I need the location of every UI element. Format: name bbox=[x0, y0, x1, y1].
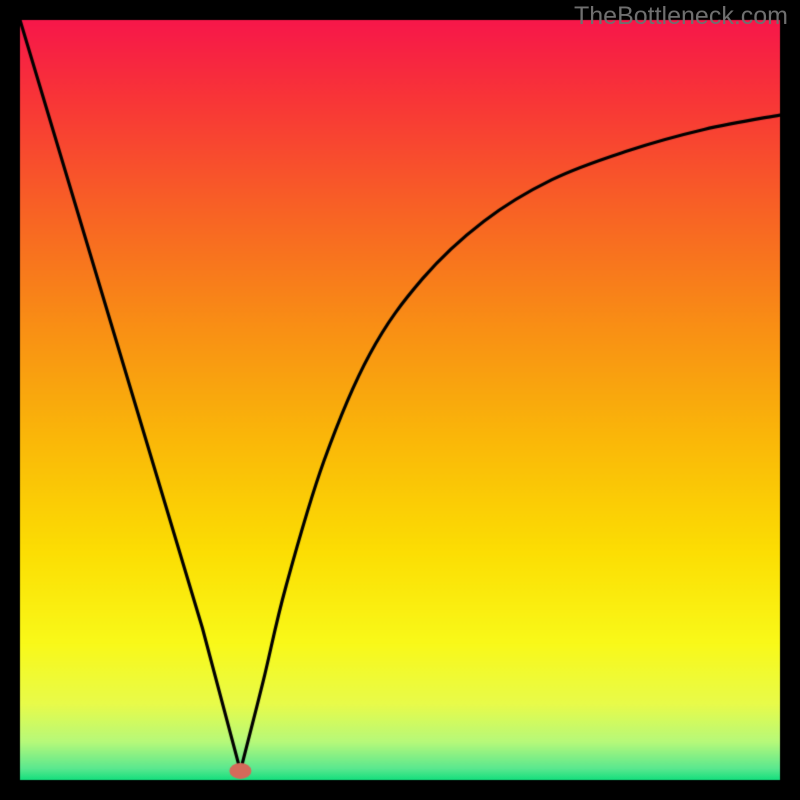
bottleneck-chart-canvas bbox=[0, 0, 800, 800]
watermark-text: TheBottleneck.com bbox=[574, 2, 788, 31]
chart-container: TheBottleneck.com bbox=[0, 0, 800, 800]
